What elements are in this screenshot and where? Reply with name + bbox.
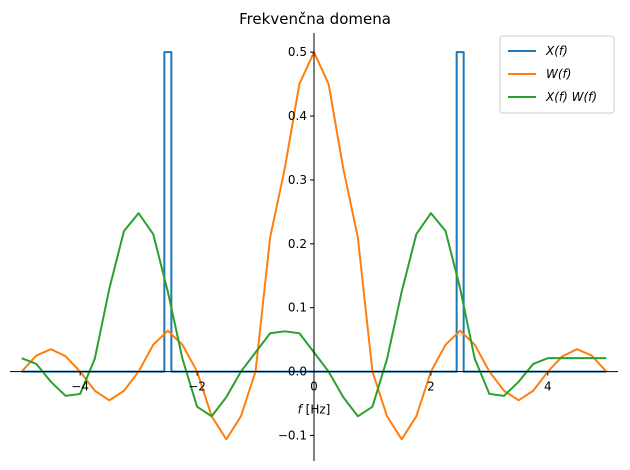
x-ticks: −4 −2 0 2 4	[71, 371, 552, 394]
x-axis-label-unit: [Hz]	[302, 403, 331, 417]
legend-box	[499, 35, 615, 114]
x-tick-label: −4	[71, 380, 89, 394]
y-tick-label: 0.2	[288, 237, 307, 251]
y-tick-label: 0.5	[288, 45, 307, 59]
x-axis-label-var: f	[298, 403, 304, 417]
y-tick-label: 0.0	[288, 365, 307, 379]
y-tick-label: 0.4	[288, 109, 307, 123]
legend-label: X(f) W(f)	[545, 90, 597, 104]
legend: X(f) W(f) X(f) W(f)	[499, 35, 615, 114]
x-axis-label: f [Hz]	[298, 403, 331, 417]
x-tick-label: 0	[310, 380, 318, 394]
y-tick-label: −0.1	[278, 428, 307, 442]
legend-label: X(f)	[545, 44, 568, 58]
x-tick-label: −2	[188, 380, 206, 394]
x-tick-label: 2	[427, 380, 435, 394]
chart-title: Frekvenčna domena	[239, 10, 391, 28]
y-tick-label: 0.1	[288, 301, 307, 315]
x-tick-label: 4	[544, 380, 552, 394]
y-tick-label: 0.3	[288, 173, 307, 187]
y-ticks: −0.1 0.0 0.1 0.2 0.3 0.4 0.5	[278, 45, 314, 442]
legend-label: W(f)	[546, 67, 571, 81]
